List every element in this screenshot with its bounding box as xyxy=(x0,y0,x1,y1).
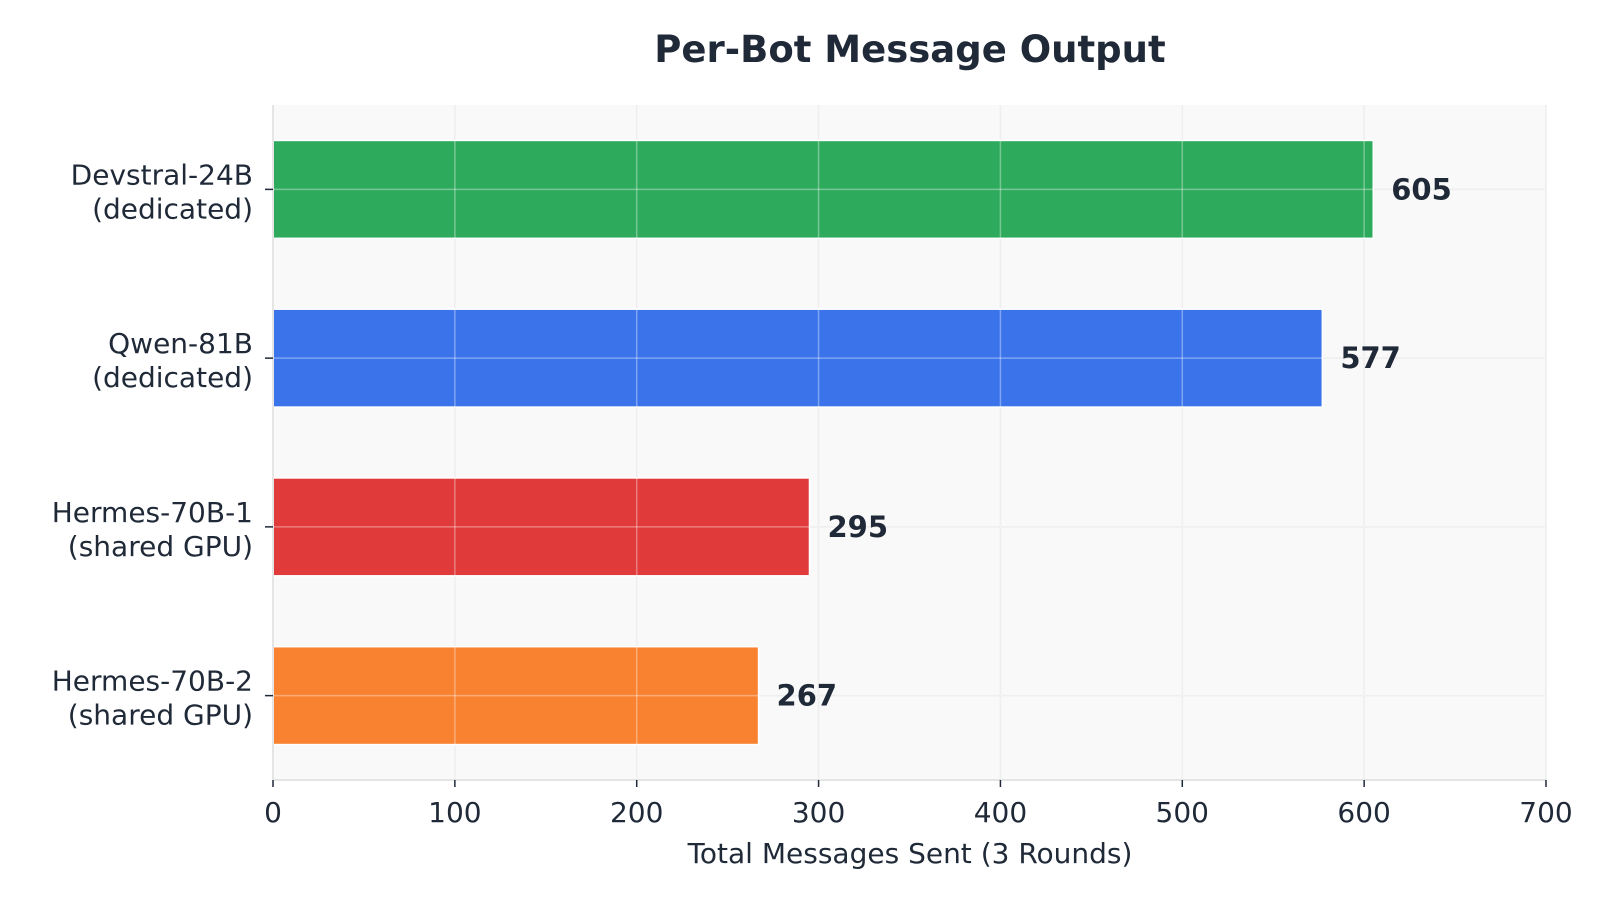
x-ticks: 0 100 200 300 400 500 600 700 xyxy=(264,780,1573,829)
y-category-label-1: Qwen-81B (dedicated) xyxy=(92,327,253,394)
y-category-label-1-line-1: (dedicated) xyxy=(92,361,253,394)
value-label-1: 577 xyxy=(1340,341,1401,375)
x-axis-label: Total Messages Sent (3 Rounds) xyxy=(687,837,1133,870)
x-tick-label-7: 700 xyxy=(1519,796,1572,829)
bars xyxy=(272,139,1374,746)
y-category-label-3: Hermes-70B-2 (shared GPU) xyxy=(52,665,253,732)
y-category-label-2-line-0: Hermes-70B-1 xyxy=(52,496,253,529)
y-category-label-3-line-0: Hermes-70B-2 xyxy=(52,665,253,698)
y-category-labels: Devstral-24B (dedicated)Qwen-81B (dedicate… xyxy=(52,158,273,732)
y-category-label-0: Devstral-24B (dedicated) xyxy=(71,158,253,225)
bar-2 xyxy=(272,477,811,577)
y-category-label-2: Hermes-70B-1 (shared GPU) xyxy=(52,496,253,563)
chart-title: Per-Bot Message Output xyxy=(654,28,1165,71)
x-tick-label-6: 600 xyxy=(1337,796,1390,829)
x-tick-label-4: 400 xyxy=(974,796,1027,829)
y-category-label-0-line-1: (dedicated) xyxy=(92,192,253,225)
y-category-label-3-line-1: (shared GPU) xyxy=(68,699,253,732)
bar-3 xyxy=(272,645,760,746)
y-category-label-1-line-0: Qwen-81B xyxy=(108,327,253,360)
x-tick-label-0: 0 xyxy=(264,796,282,829)
bar-1 xyxy=(272,308,1324,408)
y-category-label-0-line-0: Devstral-24B xyxy=(71,158,253,191)
value-label-2: 295 xyxy=(827,510,888,544)
x-tick-label-5: 500 xyxy=(1156,796,1209,829)
value-label-3: 267 xyxy=(777,679,838,713)
value-labels: 605 577 295 267 xyxy=(777,172,1452,712)
x-tick-label-3: 300 xyxy=(792,796,845,829)
x-tick-label-1: 100 xyxy=(428,796,481,829)
value-label-0: 605 xyxy=(1391,172,1452,206)
bar-0 xyxy=(272,139,1374,240)
x-tick-label-2: 200 xyxy=(610,796,663,829)
gridlines-overlay xyxy=(273,105,1547,780)
y-category-label-2-line-1: (shared GPU) xyxy=(68,530,253,563)
